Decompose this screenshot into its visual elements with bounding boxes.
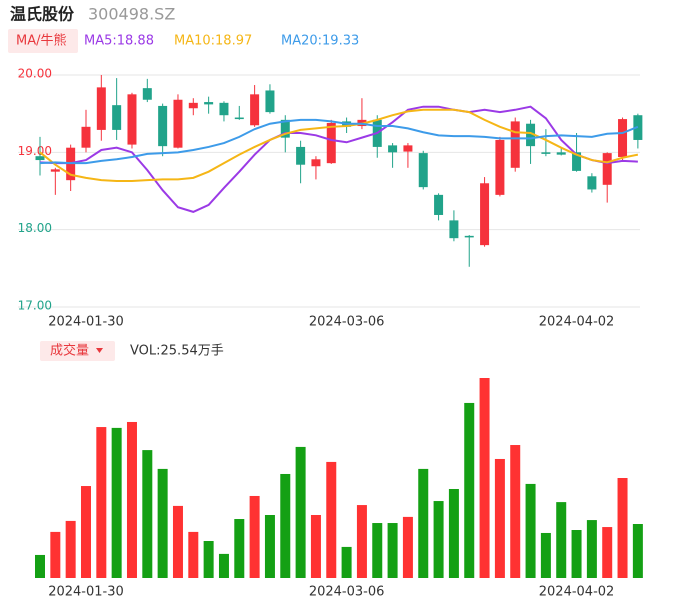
candle-body [234, 117, 244, 120]
ma-line [39, 118, 639, 165]
volume-bar [510, 445, 521, 578]
volume-bar [65, 520, 76, 578]
candle-body [296, 146, 306, 165]
candle-body [311, 159, 321, 167]
candle-body [96, 87, 106, 130]
candle-body [112, 105, 122, 130]
volume-bar [341, 546, 352, 578]
candle-body [280, 119, 290, 138]
volume-bar [50, 531, 61, 578]
volume-bar [632, 524, 643, 578]
candle-body [81, 126, 91, 148]
volume-bar [402, 516, 413, 578]
volume-bar [448, 488, 459, 578]
candle-body [35, 156, 45, 161]
candle-body [403, 145, 413, 152]
volume-badge [40, 341, 115, 361]
volume-bar [571, 530, 582, 578]
candle-body [510, 121, 520, 168]
candle-body [388, 145, 398, 153]
y-tick-label: 18.00 [18, 221, 52, 235]
volume-bar [264, 514, 275, 578]
y-tick-label: 19.00 [18, 144, 52, 158]
candle-body [418, 153, 428, 188]
candle-body [495, 139, 505, 195]
volume-bar [172, 505, 183, 578]
candle-body [602, 153, 612, 185]
candle-body [480, 183, 490, 246]
volume-bar [556, 502, 567, 578]
volume-bar [126, 421, 137, 578]
volume-bar [372, 523, 383, 578]
volume-bar [157, 468, 168, 578]
candle-body [587, 176, 597, 190]
candle-body [127, 94, 137, 145]
x-tick-label: 2024-01-30 [48, 585, 124, 600]
volume-title: 成交量 [50, 343, 89, 359]
volume-bar [525, 483, 536, 578]
volume-bar [310, 514, 321, 578]
x-tick-label: 2024-01-30 [48, 315, 124, 330]
y-tick-label: 20.00 [18, 67, 52, 81]
legend-title: MA/牛熊 [16, 33, 67, 49]
candle-body [556, 152, 566, 155]
legend-badge [8, 29, 78, 53]
candle-body [449, 220, 459, 239]
volume-bar [249, 495, 260, 578]
candle-body [464, 235, 474, 238]
volume-bar [96, 427, 107, 578]
volume-bar [234, 519, 245, 578]
x-tick-label: 2024-04-02 [539, 585, 615, 600]
candle-body [618, 119, 628, 157]
legend-entry: MA20:19.33 [281, 34, 359, 49]
x-tick-label: 2024-03-06 [309, 585, 385, 600]
x-tick-label: 2024-03-06 [309, 315, 385, 330]
candle-body [204, 102, 214, 105]
volume-bar [326, 461, 337, 578]
stock-name: 温氏股份 [9, 5, 75, 24]
candle-body [158, 105, 168, 147]
volume-bar [464, 402, 475, 578]
candle-body [434, 194, 444, 215]
candle-body [188, 102, 198, 109]
legend-entry: MA5:18.88 [84, 34, 154, 49]
volume-bar [602, 527, 613, 578]
candle-body [572, 152, 582, 171]
candle-body [526, 123, 536, 147]
volume-bar [433, 501, 444, 578]
dropdown-arrow [96, 348, 103, 353]
stock-code: 300498.SZ [88, 5, 175, 24]
volume-bar [586, 520, 597, 578]
volume-bar [280, 473, 291, 578]
volume-bar [387, 523, 398, 578]
volume-bar [111, 427, 122, 578]
volume-bar [617, 478, 628, 578]
candle-body [173, 99, 183, 148]
x-tick-label: 2024-04-02 [539, 315, 615, 330]
ma-line [39, 105, 638, 213]
volume-bar [203, 541, 214, 578]
candle-body [219, 102, 229, 116]
y-tick-label: 17.00 [18, 299, 52, 313]
volume-bar [418, 468, 429, 578]
volume-bar [188, 531, 199, 578]
candle-body [326, 122, 336, 164]
volume-bar [540, 532, 551, 578]
volume-bar [479, 378, 490, 578]
candle-body [541, 152, 551, 154]
volume-bar [494, 458, 505, 578]
volume-bar [80, 486, 91, 578]
legend-entry: MA10:18.97 [174, 34, 252, 49]
volume-bar [356, 505, 367, 578]
volume-bar [218, 553, 229, 578]
candle-body [265, 90, 275, 113]
volume-bar [295, 446, 306, 578]
candle-body [250, 94, 260, 126]
volume-bar [142, 450, 153, 578]
volume-bar [35, 554, 45, 578]
volume-label: VOL:25.54万手 [130, 344, 224, 359]
candle-body [50, 169, 60, 172]
candle-body [142, 88, 152, 100]
